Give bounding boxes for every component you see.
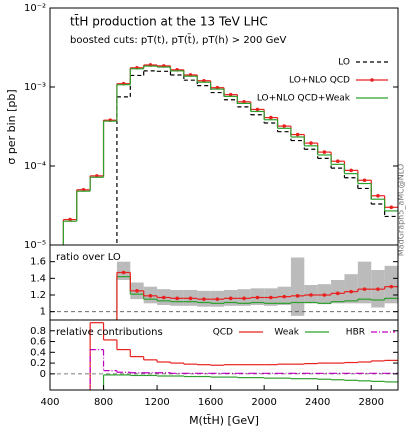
data-point bbox=[349, 289, 353, 294]
y-tick-label: 10⁻⁴ bbox=[24, 161, 46, 172]
y-tick-label: 1.6 bbox=[30, 257, 46, 268]
panel-frame bbox=[49, 319, 399, 391]
data-point bbox=[148, 294, 153, 298]
y-tick-label: 1.4 bbox=[30, 273, 46, 284]
data-point bbox=[322, 150, 327, 154]
data-point bbox=[175, 296, 179, 301]
data-point bbox=[309, 293, 313, 297]
data-point bbox=[228, 92, 233, 97]
legend-marker bbox=[370, 78, 374, 82]
y-axis-label: σ per bin [pb] bbox=[5, 89, 18, 164]
x-axis-label: M(tt̄H) [GeV] bbox=[189, 414, 259, 427]
data-point bbox=[228, 296, 233, 301]
data-point bbox=[322, 293, 327, 297]
data-point bbox=[282, 124, 287, 128]
panel-label: ratio over LO bbox=[56, 252, 121, 263]
x-tick-label: 800 bbox=[94, 397, 113, 408]
plot-area bbox=[50, 257, 398, 320]
data-point bbox=[376, 287, 380, 291]
x-tick-label: 2800 bbox=[359, 397, 384, 408]
data-point bbox=[295, 132, 300, 137]
legend-label: Weak bbox=[274, 328, 299, 338]
data-point bbox=[295, 294, 300, 298]
data-point bbox=[242, 99, 246, 104]
y-tick-label: 1 bbox=[40, 307, 46, 318]
y-tick-label: 0 bbox=[40, 369, 46, 380]
data-point bbox=[255, 107, 260, 112]
y-tick-label: 10⁻³ bbox=[24, 82, 46, 93]
plot-area bbox=[62, 63, 398, 245]
uncertainty-band bbox=[357, 261, 372, 304]
plot-area bbox=[50, 322, 398, 390]
x-tick-label: 2000 bbox=[251, 397, 276, 408]
chart-title: tt̄H production at the 13 TeV LHC bbox=[70, 14, 268, 28]
data-point bbox=[68, 217, 72, 222]
data-point bbox=[389, 284, 394, 289]
y-tick-label: 0.2 bbox=[30, 358, 46, 369]
annotation: MadGraph5_aMC@NLO bbox=[397, 164, 406, 256]
legend-label: QCD bbox=[213, 328, 233, 338]
data-point bbox=[376, 193, 380, 198]
uncertainty-band bbox=[290, 257, 305, 316]
data-point bbox=[362, 178, 367, 183]
legend-label: LO+NLO QCD+Weak bbox=[257, 94, 351, 104]
y-tick-label: 10⁻² bbox=[24, 3, 46, 14]
x-tick-label: 1600 bbox=[198, 397, 223, 408]
x-tick-label: 2400 bbox=[305, 397, 330, 408]
y-tick-label: 0.6 bbox=[30, 337, 46, 348]
data-point bbox=[389, 205, 394, 210]
legend-label: LO+NLO QCD bbox=[289, 76, 350, 86]
data-point bbox=[349, 168, 353, 173]
data-point bbox=[335, 291, 340, 296]
data-point bbox=[202, 297, 206, 301]
data-point bbox=[121, 270, 126, 275]
x-tick-label: 400 bbox=[40, 397, 59, 408]
data-point bbox=[282, 294, 287, 299]
data-point bbox=[269, 115, 273, 120]
data-point bbox=[255, 295, 260, 300]
data-point bbox=[161, 295, 166, 300]
data-point bbox=[335, 159, 340, 164]
data-point bbox=[269, 295, 273, 300]
panel-label: relative contributions bbox=[56, 327, 163, 338]
y-tick-label: 0.8 bbox=[30, 326, 46, 337]
uncertainty-band bbox=[344, 274, 358, 304]
y-tick-label: 1.2 bbox=[30, 290, 46, 301]
data-point bbox=[242, 296, 246, 301]
data-point bbox=[135, 289, 139, 293]
y-tick-label: 10⁻⁵ bbox=[24, 240, 46, 251]
legend-label: HBR bbox=[346, 328, 365, 338]
data-point bbox=[188, 296, 193, 301]
x-tick-label: 1200 bbox=[144, 397, 169, 408]
uncertainty-band bbox=[384, 265, 398, 304]
y-tick-label: 0.4 bbox=[30, 347, 46, 358]
data-point bbox=[309, 141, 313, 145]
legend-label: LO bbox=[338, 58, 350, 68]
data-point bbox=[362, 287, 367, 291]
chart-subtitle: boosted cuts: pT(t), pT(t̄), pT(h) > 200… bbox=[70, 33, 286, 46]
data-point bbox=[215, 297, 220, 301]
